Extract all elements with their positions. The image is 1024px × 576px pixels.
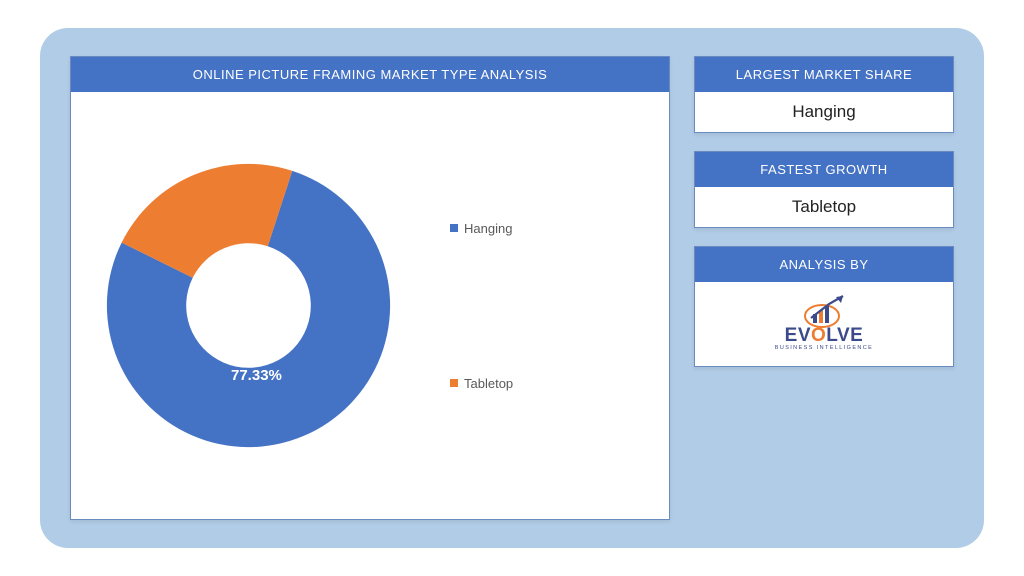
chart-card: ONLINE PICTURE FRAMING MARKET TYPE ANALY… <box>70 56 670 520</box>
legend-label: Tabletop <box>464 376 513 391</box>
fastest-growth-value: Tabletop <box>695 187 953 227</box>
legend-swatch <box>450 224 458 232</box>
analysis-by-title: ANALYSIS BY <box>695 247 953 282</box>
largest-share-card: LARGEST MARKET SHARE Hanging <box>694 56 954 133</box>
legend-item: Tabletop <box>450 376 513 391</box>
evolve-logo: EVOLVE BUSINESS INTELLIGENCE <box>775 294 873 352</box>
donut-chart: 77.33% <box>101 158 396 453</box>
evolve-logo-subtitle: BUSINESS INTELLIGENCE <box>775 346 873 352</box>
fastest-growth-card: FASTEST GROWTH Tabletop <box>694 151 954 228</box>
left-column: ONLINE PICTURE FRAMING MARKET TYPE ANALY… <box>70 56 670 520</box>
chart-legend: Hanging Tabletop <box>450 221 513 391</box>
chart-card-body: 77.33% Hanging Tabletop <box>71 92 669 519</box>
legend-label: Hanging <box>464 221 512 236</box>
evolve-logo-icon <box>799 294 849 328</box>
largest-share-value: Hanging <box>695 92 953 132</box>
dashboard: ONLINE PICTURE FRAMING MARKET TYPE ANALY… <box>40 28 984 548</box>
evolve-logo-name: EVOLVE <box>785 326 864 345</box>
legend-item: Hanging <box>450 221 513 236</box>
analysis-by-card: ANALYSIS BY EVOLVE <box>694 246 954 367</box>
right-column: LARGEST MARKET SHARE Hanging FASTEST GRO… <box>694 56 954 520</box>
chart-card-title: ONLINE PICTURE FRAMING MARKET TYPE ANALY… <box>71 57 669 92</box>
fastest-growth-title: FASTEST GROWTH <box>695 152 953 187</box>
analysis-by-body: EVOLVE BUSINESS INTELLIGENCE <box>695 282 953 366</box>
chart-value-label: 77.33% <box>231 367 282 384</box>
legend-swatch <box>450 379 458 387</box>
largest-share-title: LARGEST MARKET SHARE <box>695 57 953 92</box>
